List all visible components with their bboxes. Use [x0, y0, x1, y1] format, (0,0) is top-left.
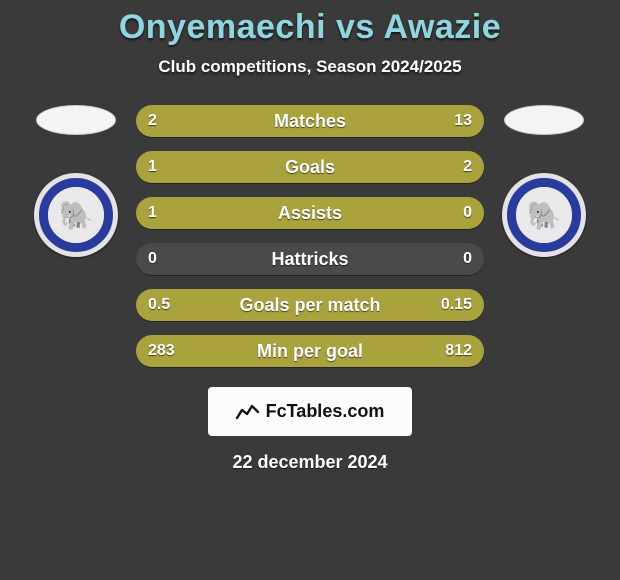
stat-row: 283812Min per goal — [136, 335, 484, 367]
comparison-card: Onyemaechi vs Awazie Club competitions, … — [0, 0, 620, 580]
left-player-col: 🐘 — [26, 105, 126, 367]
stat-label: Goals — [136, 151, 484, 183]
brand-badge: FcTables.com — [208, 387, 413, 436]
stats-bars: 213Matches 12Goals 10Assists 00Hattricks 0.5… — [136, 105, 484, 367]
stat-row: 12Goals — [136, 151, 484, 183]
right-flag — [504, 105, 584, 135]
brand-text: FcTables.com — [266, 401, 385, 422]
right-player-col: 🐘 — [494, 105, 594, 367]
left-flag — [36, 105, 116, 135]
stat-row: 00Hattricks — [136, 243, 484, 275]
subtitle: Club competitions, Season 2024/2025 — [158, 57, 461, 77]
stat-label: Matches — [136, 105, 484, 137]
chart-icon — [236, 404, 260, 420]
stat-row: 10Assists — [136, 197, 484, 229]
stat-label: Goals per match — [136, 289, 484, 321]
date-text: 22 december 2024 — [232, 452, 387, 473]
right-club-crest: 🐘 — [502, 173, 586, 257]
main-row: 🐘 213Matches 12Goals 10Assists 00Hattricks 0… — [0, 105, 620, 367]
elephant-icon: 🐘 — [516, 187, 572, 243]
stat-row: 213Matches — [136, 105, 484, 137]
left-club-crest: 🐘 — [34, 173, 118, 257]
elephant-icon: 🐘 — [48, 187, 104, 243]
stat-label: Hattricks — [136, 243, 484, 275]
stat-label: Min per goal — [136, 335, 484, 367]
page-title: Onyemaechi vs Awazie — [119, 8, 501, 47]
stat-label: Assists — [136, 197, 484, 229]
stat-row: 0.50.15Goals per match — [136, 289, 484, 321]
